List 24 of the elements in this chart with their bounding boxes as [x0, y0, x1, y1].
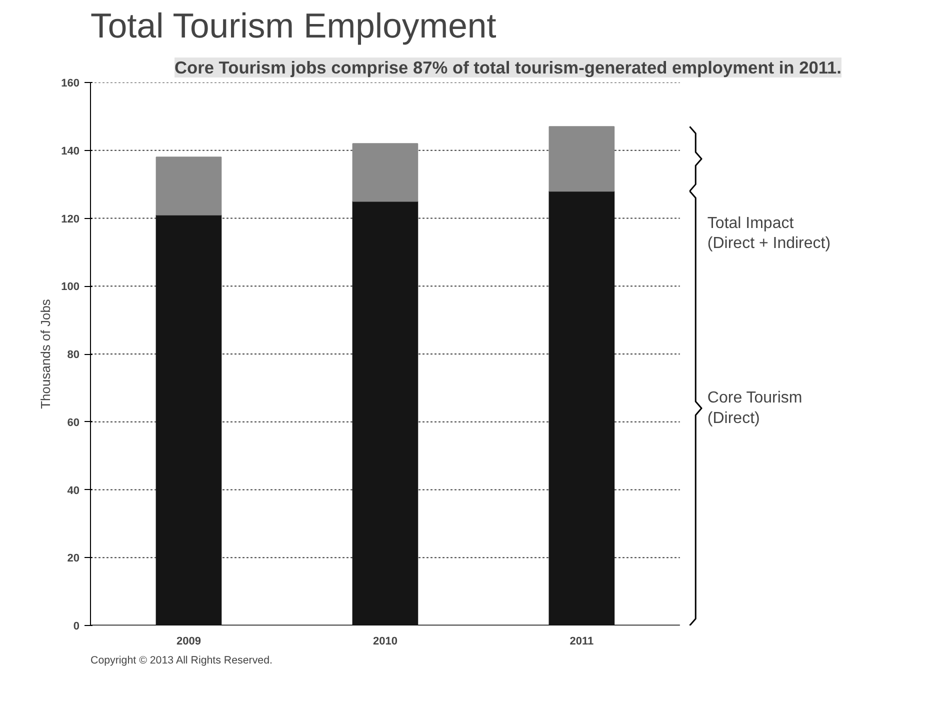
y-tick-label: 120 — [61, 213, 80, 226]
bar — [352, 143, 418, 202]
x-tick-label: 2009 — [176, 636, 201, 648]
y-tick-label: 40 — [67, 484, 80, 497]
bar — [548, 126, 615, 192]
bar — [156, 214, 222, 626]
y-tick-label: 0 — [73, 620, 80, 632]
text: Copyright © 2013 All Rights Reserved. — [90, 654, 272, 666]
bar — [352, 200, 418, 626]
y-tick-label: 60 — [67, 416, 80, 429]
chart-subtitle: Core Tourism jobs comprise 87% of total tourism-generated employment in 2011. — [174, 58, 842, 78]
y-tick-label: 160 — [61, 78, 80, 90]
bar — [156, 156, 222, 216]
x-tick-label: 2010 — [372, 636, 398, 648]
y-tick-label: 20 — [67, 552, 80, 565]
x-tick-label: 2011 — [570, 636, 594, 648]
bar — [548, 190, 615, 626]
y-tick-label: 80 — [67, 349, 80, 361]
y-tick-label: 100 — [61, 281, 80, 294]
y-axis-title: Thousands of Jobs — [38, 298, 54, 409]
text: Core Tourism (Direct) — [707, 390, 802, 427]
text: Total Impact (Direct + Indirect) — [707, 214, 831, 252]
chart-title: Total Tourism Employment — [90, 8, 497, 46]
y-tick-label: 140 — [61, 145, 80, 158]
